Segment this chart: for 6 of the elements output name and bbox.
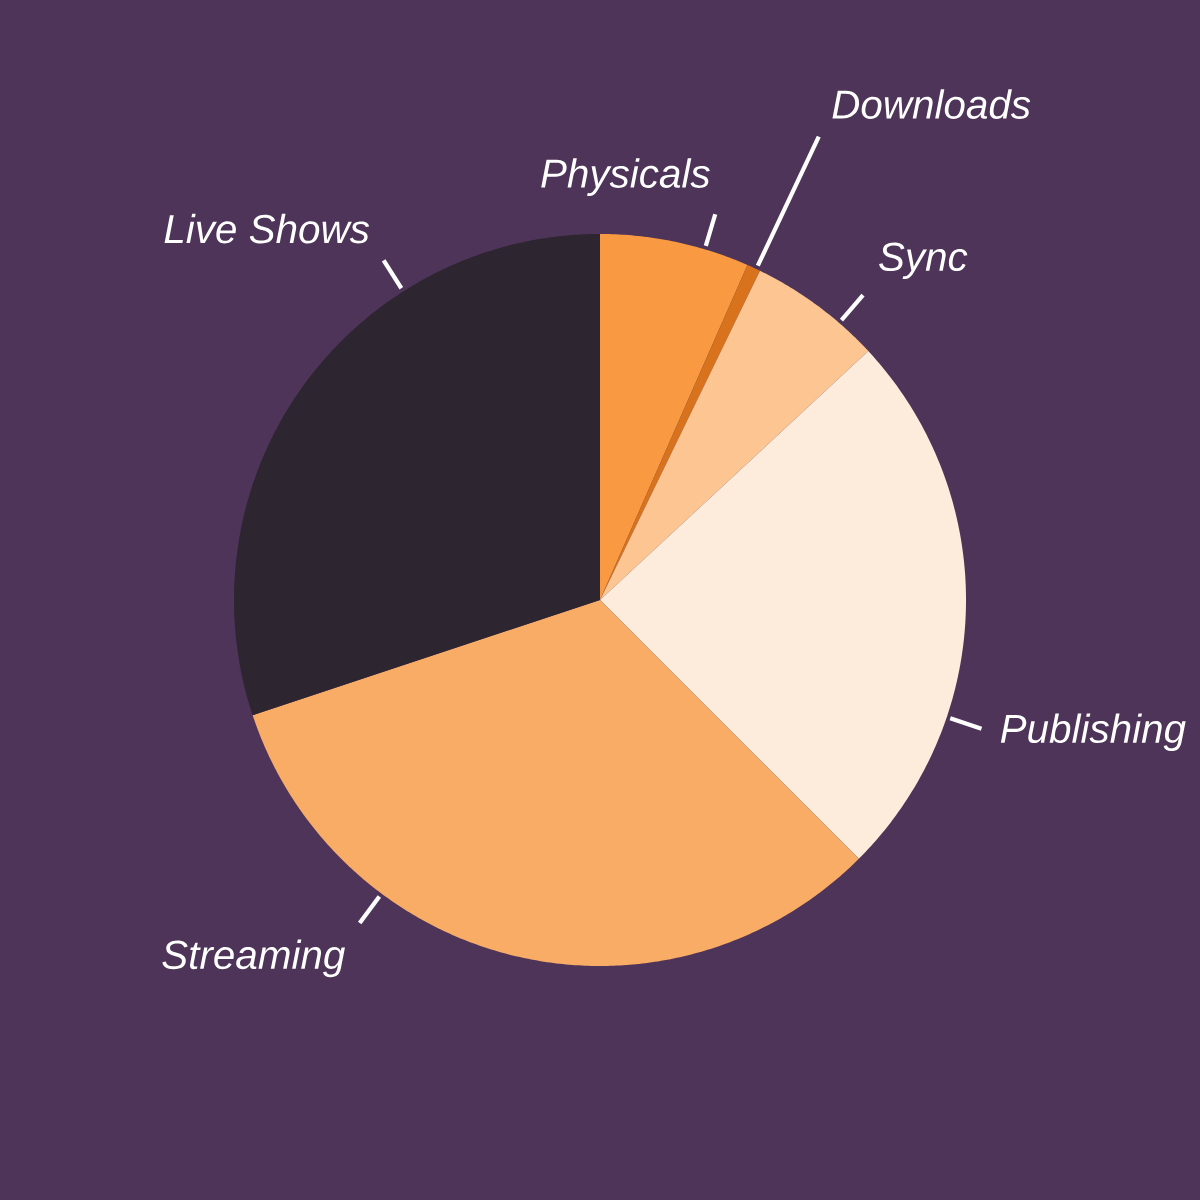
slice-label: Sync <box>879 242 968 280</box>
slice-label: Physicals <box>541 158 710 196</box>
slice-label: Live Shows <box>164 213 370 244</box>
slice-label: Streaming <box>162 939 346 978</box>
slice-label: Publishing <box>1000 713 1186 752</box>
slice-label: Downloads <box>832 89 1031 119</box>
